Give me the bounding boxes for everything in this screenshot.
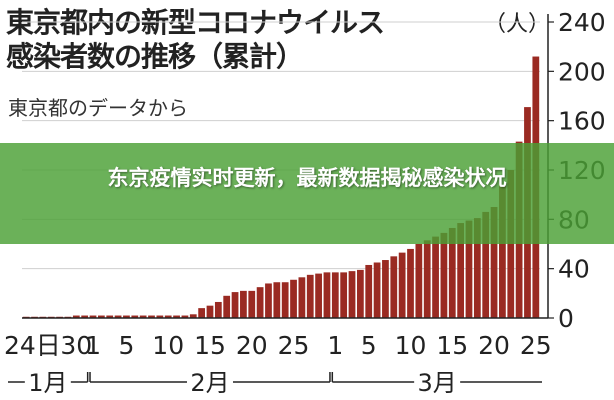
bar [198,308,206,318]
bar [423,240,431,318]
bar [156,315,164,318]
bar [164,315,172,318]
x-tick-label: 25 [520,331,552,360]
bar [139,315,147,318]
bar [290,279,297,318]
x-tick-label: 20 [236,331,268,360]
month-label: 3月 [418,369,457,397]
x-tick-label: 25 [278,331,310,360]
bar [482,211,490,318]
bar [407,248,414,318]
bar [123,315,130,318]
y-tick-label: 240 [558,8,606,37]
y-axis-unit-label: （人） [484,12,551,37]
bar [457,223,465,318]
bar [265,283,272,318]
bar [306,274,314,318]
bar [114,315,122,318]
bar [206,305,214,318]
x-tick-label: 5 [361,331,377,360]
month-label-bg [186,368,233,396]
bar [240,290,247,318]
bar [315,273,322,318]
y-tick-label: 40 [558,255,590,284]
x-tick-label: 15 [194,331,226,360]
y-tick-label: 200 [558,57,606,86]
bar [390,256,398,318]
y-tick-label: 160 [558,107,606,136]
headline-text: 东京疫情实时更新，最新数据揭秘感染状况 [107,166,507,190]
bar [415,244,423,318]
x-tick-label: 1 [327,331,343,360]
x-tick-label: 30 [60,331,92,360]
bar [148,315,155,318]
bar [298,277,306,318]
bar [281,282,289,318]
bar [507,170,515,318]
bar [223,295,231,318]
month-label-bg [414,368,461,396]
bar [273,282,281,318]
bar [465,220,473,318]
bar [97,315,105,318]
bar [89,315,97,318]
data-source-note: 東京都のデータから [8,96,188,120]
x-tick-label: 24日 [4,331,61,360]
bar [131,315,139,318]
bar [473,218,481,318]
y-tick-label: 0 [558,304,574,333]
bar [440,232,448,318]
bar [248,290,256,318]
bar [432,236,439,318]
month-label-bg [24,368,71,396]
x-tick-label: 20 [478,331,510,360]
bar [106,315,114,318]
bar [448,227,456,318]
chart-subtitle: 感染者数の推移（累計） [6,40,304,73]
bar [356,269,364,318]
bar [181,315,189,318]
bar [331,272,339,318]
bar [499,184,506,318]
month-label: 1月 [28,369,67,397]
bar [256,287,264,318]
bar [81,315,89,318]
bar [373,262,381,318]
bar [365,264,373,318]
x-tick-label: 15 [436,331,468,360]
bar [323,272,331,318]
bar [214,301,222,318]
bar [72,315,80,318]
bar [348,271,356,318]
bar [382,260,389,318]
x-tick-label: 5 [118,331,134,360]
x-tick-label: 10 [152,331,184,360]
month-label: 2月 [190,369,229,397]
bar [173,315,180,318]
headline-banner[interactable]: 东京疫情实时更新，最新数据揭秘感染状况 [0,143,614,244]
bar [398,252,406,318]
x-tick-label: 1 [85,331,101,360]
bar [340,272,348,318]
x-tick-label: 10 [395,331,427,360]
bar [231,292,239,318]
bar [189,314,197,318]
bar [490,207,498,318]
